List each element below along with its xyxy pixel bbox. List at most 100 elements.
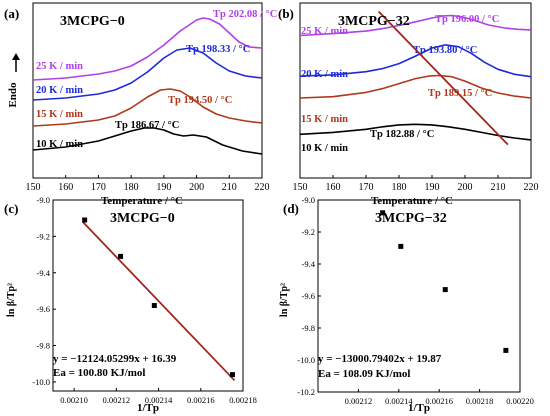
x-tick-label-b: 210 bbox=[491, 182, 506, 193]
x-tick-label-b: 170 bbox=[359, 182, 374, 193]
peak-label-a: Tp 186.67 / °C bbox=[115, 120, 179, 131]
x-tick-label-d: 0.00218 bbox=[466, 396, 494, 406]
data-point-c bbox=[118, 253, 124, 259]
plot-frame-b bbox=[299, 2, 532, 179]
peak-label-b: Tp 189.15 / °C bbox=[428, 88, 492, 99]
peak-label-a: Tp 202.08 / °C bbox=[213, 9, 277, 20]
y-tick-label-c: -10.0 bbox=[32, 377, 50, 387]
x-tick-label-c: 0.00218 bbox=[229, 395, 257, 405]
rate-label-a: 20 K / min bbox=[36, 85, 83, 96]
y-tick-label-d: -9.8 bbox=[302, 323, 315, 333]
dsc-curve-b-15Kmin bbox=[299, 74, 532, 99]
equation-d: y = −13000.79402x + 19.87 bbox=[318, 353, 442, 365]
ea-c: Ea = 100.80 KJ/mol bbox=[53, 367, 145, 379]
fit-line-c bbox=[81, 221, 236, 382]
x-tick-label-a: 150 bbox=[26, 182, 41, 193]
y-tick-label-d: -10.2 bbox=[297, 387, 315, 397]
x-tick-label-a: 180 bbox=[124, 182, 139, 193]
y-tick-label-c: -9.0 bbox=[37, 195, 50, 205]
equation-c: y = −12124.05299x + 16.39 bbox=[53, 353, 177, 365]
plot-frame-c bbox=[52, 199, 244, 392]
rate-label-b: 25 K / min bbox=[301, 26, 348, 37]
peak-label-b: Tp 193.80 / °C bbox=[413, 45, 477, 56]
x-tick-label-a: 160 bbox=[58, 182, 73, 193]
xlabel-d: 1/Tp bbox=[408, 402, 430, 414]
y-tick-label-d: -9.4 bbox=[302, 259, 316, 269]
x-tick-label-a: 170 bbox=[91, 182, 106, 193]
rate-label-b: 15 K / min bbox=[301, 114, 348, 125]
x-tick-label-a: 190 bbox=[156, 182, 171, 193]
y-tick-label-c: -9.4 bbox=[37, 268, 51, 278]
ea-d: Ea = 108.09 KJ/mol bbox=[318, 368, 410, 380]
peak-label-a: Tp 198.33 / °C bbox=[186, 44, 250, 55]
xlabel-a: Temperature / °C bbox=[101, 195, 183, 207]
x-tick-label-a: 220 bbox=[255, 182, 270, 193]
dsc-curve-a-20Kmin bbox=[32, 47, 263, 101]
peak-label-b: Tp 182.88 / °C bbox=[370, 129, 434, 140]
title-c: 3MCPG−0 bbox=[110, 211, 175, 226]
panel-label-a: (a) bbox=[4, 6, 19, 21]
x-tick-label-d: 0.00212 bbox=[345, 396, 373, 406]
y-tick-label-d: -10.0 bbox=[297, 355, 315, 365]
dsc-panel-3mcpg-32: 150 160 170 180 190 200 210 220 25 K / min Tp 196… bbox=[293, 2, 539, 193]
y-tick-label-c: -9.6 bbox=[37, 304, 50, 314]
data-point-c bbox=[229, 372, 235, 378]
x-tick-label-b: 180 bbox=[392, 182, 407, 193]
y-tick-label-d: -9.0 bbox=[302, 195, 315, 205]
y-tick-label-c: -9.8 bbox=[37, 341, 50, 351]
dsc-panel-3mcpg-0: 150 160 170 180 190 200 210 220 25 K / min Tp 202… bbox=[12, 2, 277, 193]
ylabel-a-endo: Endo bbox=[7, 82, 19, 108]
data-point-d bbox=[503, 347, 509, 353]
data-point-c bbox=[82, 217, 88, 223]
x-tick-label-c: 0.00210 bbox=[60, 395, 88, 405]
peak-label-a: Tp 194.50 / °C bbox=[168, 95, 232, 106]
x-tick-label-d: 0.00220 bbox=[506, 396, 534, 406]
rate-label-a: 25 K / min bbox=[36, 61, 83, 72]
plot-frame-a bbox=[32, 2, 263, 179]
x-tick-label-b: 200 bbox=[458, 182, 473, 193]
xlabel-c: 1/Tp bbox=[137, 402, 159, 414]
ylabel-c: ln β/Tp² bbox=[6, 283, 17, 317]
data-point-d bbox=[398, 243, 404, 249]
dsc-curve-b-20Kmin bbox=[299, 44, 532, 78]
rate-label-a: 15 K / min bbox=[36, 109, 83, 120]
rate-label-a: 10 K / min bbox=[36, 139, 83, 150]
y-tick-label-d: -9.2 bbox=[302, 227, 315, 237]
title-a: 3MCPG−0 bbox=[60, 14, 125, 29]
rate-label-b: 10 K / min bbox=[301, 143, 348, 154]
kissinger-panel-3mcpg-32: 0.00212 0.00214 0.00216 0.00218 0.00220 -9.0 -… bbox=[297, 10, 534, 406]
xlabel-b: Temperature / °C bbox=[371, 195, 453, 207]
dsc-curve-a-15Kmin bbox=[32, 88, 263, 127]
x-tick-label-b: 220 bbox=[524, 182, 539, 193]
peak-label-b: Tp 196.00 / °C bbox=[435, 14, 499, 25]
title-b: 3MCPG−32 bbox=[338, 14, 410, 29]
fit-line-d bbox=[377, 10, 509, 146]
data-point-d bbox=[442, 287, 448, 293]
x-tick-label-a: 210 bbox=[222, 182, 237, 193]
x-tick-label-b: 150 bbox=[293, 182, 308, 193]
kissinger-panel-3mcpg-0: 0.00210 0.00212 0.00214 0.00216 0.00218 -9.0 -… bbox=[32, 195, 257, 405]
panel-label-c: (c) bbox=[4, 201, 18, 216]
panel-label-b: (b) bbox=[278, 6, 294, 21]
data-point-c bbox=[151, 303, 157, 309]
x-tick-label-a: 200 bbox=[189, 182, 204, 193]
dsc-curve-a-25Kmin bbox=[32, 17, 263, 81]
data-point-d bbox=[380, 210, 386, 216]
dsc-curve-b-25Kmin bbox=[299, 14, 532, 37]
x-tick-label-c: 0.00212 bbox=[103, 395, 131, 405]
panel-label-d: (d) bbox=[283, 201, 299, 216]
x-tick-label-c: 0.00216 bbox=[187, 395, 215, 405]
x-tick-label-c: 0.00214 bbox=[145, 395, 173, 405]
rate-label-b: 20 K / min bbox=[301, 69, 348, 80]
x-tick-label-b: 160 bbox=[326, 182, 341, 193]
y-tick-label-d: -9.6 bbox=[302, 291, 315, 301]
y-tick-label-c: -9.2 bbox=[37, 231, 50, 241]
x-tick-label-d: 0.00214 bbox=[385, 396, 413, 406]
x-tick-label-d: 0.00216 bbox=[425, 396, 453, 406]
dsc-curve-a-10Kmin bbox=[32, 127, 263, 155]
x-tick-label-b: 190 bbox=[425, 182, 440, 193]
ylabel-d: ln β/Tp² bbox=[279, 283, 290, 317]
title-d: 3MCPG−32 bbox=[375, 211, 447, 226]
endo-arrow-head bbox=[12, 53, 20, 60]
